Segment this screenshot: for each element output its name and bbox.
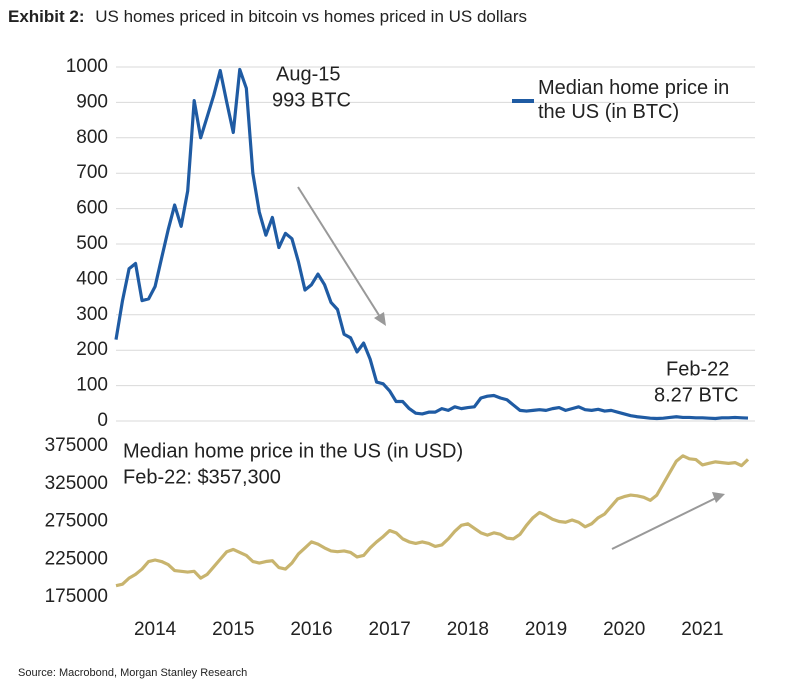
y-tick-label: 900 bbox=[76, 91, 108, 112]
y2-tick-label: 375000 bbox=[45, 435, 108, 456]
y2-tick-label: 275000 bbox=[45, 511, 108, 532]
x-tick-label: 2015 bbox=[212, 619, 254, 640]
arrow-head bbox=[712, 492, 725, 503]
grid bbox=[116, 66, 755, 422]
y2-tick-label: 175000 bbox=[45, 586, 108, 607]
y2-tick-label: 225000 bbox=[45, 548, 108, 569]
annotation: Aug-15 bbox=[276, 63, 341, 85]
y-tick-label: 400 bbox=[76, 268, 108, 289]
trend-arrow bbox=[611, 496, 719, 550]
y-tick-label: 500 bbox=[76, 233, 108, 254]
y-tick-label: 800 bbox=[76, 127, 108, 148]
annotation: Feb-22 bbox=[666, 358, 729, 380]
trend-arrow bbox=[297, 186, 383, 321]
y-tick-label: 300 bbox=[76, 304, 108, 325]
y2-tick-label: 325000 bbox=[45, 473, 108, 494]
annotation: Feb-22: $357,300 bbox=[123, 466, 281, 488]
legend-swatch bbox=[512, 99, 534, 103]
source: Source: Macrobond, Morgan Stanley Resear… bbox=[18, 667, 247, 679]
annotation: 8.27 BTC bbox=[654, 384, 738, 406]
usd-series-label: Median home price in the US (in USD) bbox=[123, 440, 463, 462]
x-tick-label: 2014 bbox=[134, 619, 177, 640]
y-tick-label: 600 bbox=[76, 198, 108, 219]
y-tick-label: 200 bbox=[76, 339, 108, 360]
x-tick-label: 2018 bbox=[447, 619, 489, 640]
arrow-head bbox=[374, 312, 386, 326]
title-text: US homes priced in bitcoin vs homes pric… bbox=[95, 7, 527, 26]
series-line bbox=[114, 67, 749, 421]
y-tick-label: 100 bbox=[76, 375, 108, 396]
y-tick-label: 1000 bbox=[66, 56, 108, 77]
legend-label: Median home price in the US (in BTC) bbox=[538, 77, 730, 123]
x-tick-label: 2021 bbox=[681, 619, 723, 640]
title-prefix: Exhibit 2: bbox=[8, 7, 85, 26]
series-line bbox=[115, 454, 750, 588]
chart-title: Exhibit 2: US homes priced in bitcoin vs… bbox=[8, 7, 527, 26]
x-tick-label: 2019 bbox=[525, 619, 567, 640]
x-tick-label: 2017 bbox=[369, 619, 411, 640]
annotation: 993 BTC bbox=[272, 89, 351, 111]
x-tick-label: 2020 bbox=[603, 619, 645, 640]
y-tick-label: 0 bbox=[97, 410, 108, 431]
x-tick-label: 2016 bbox=[290, 619, 332, 640]
y-tick-label: 700 bbox=[76, 162, 108, 183]
